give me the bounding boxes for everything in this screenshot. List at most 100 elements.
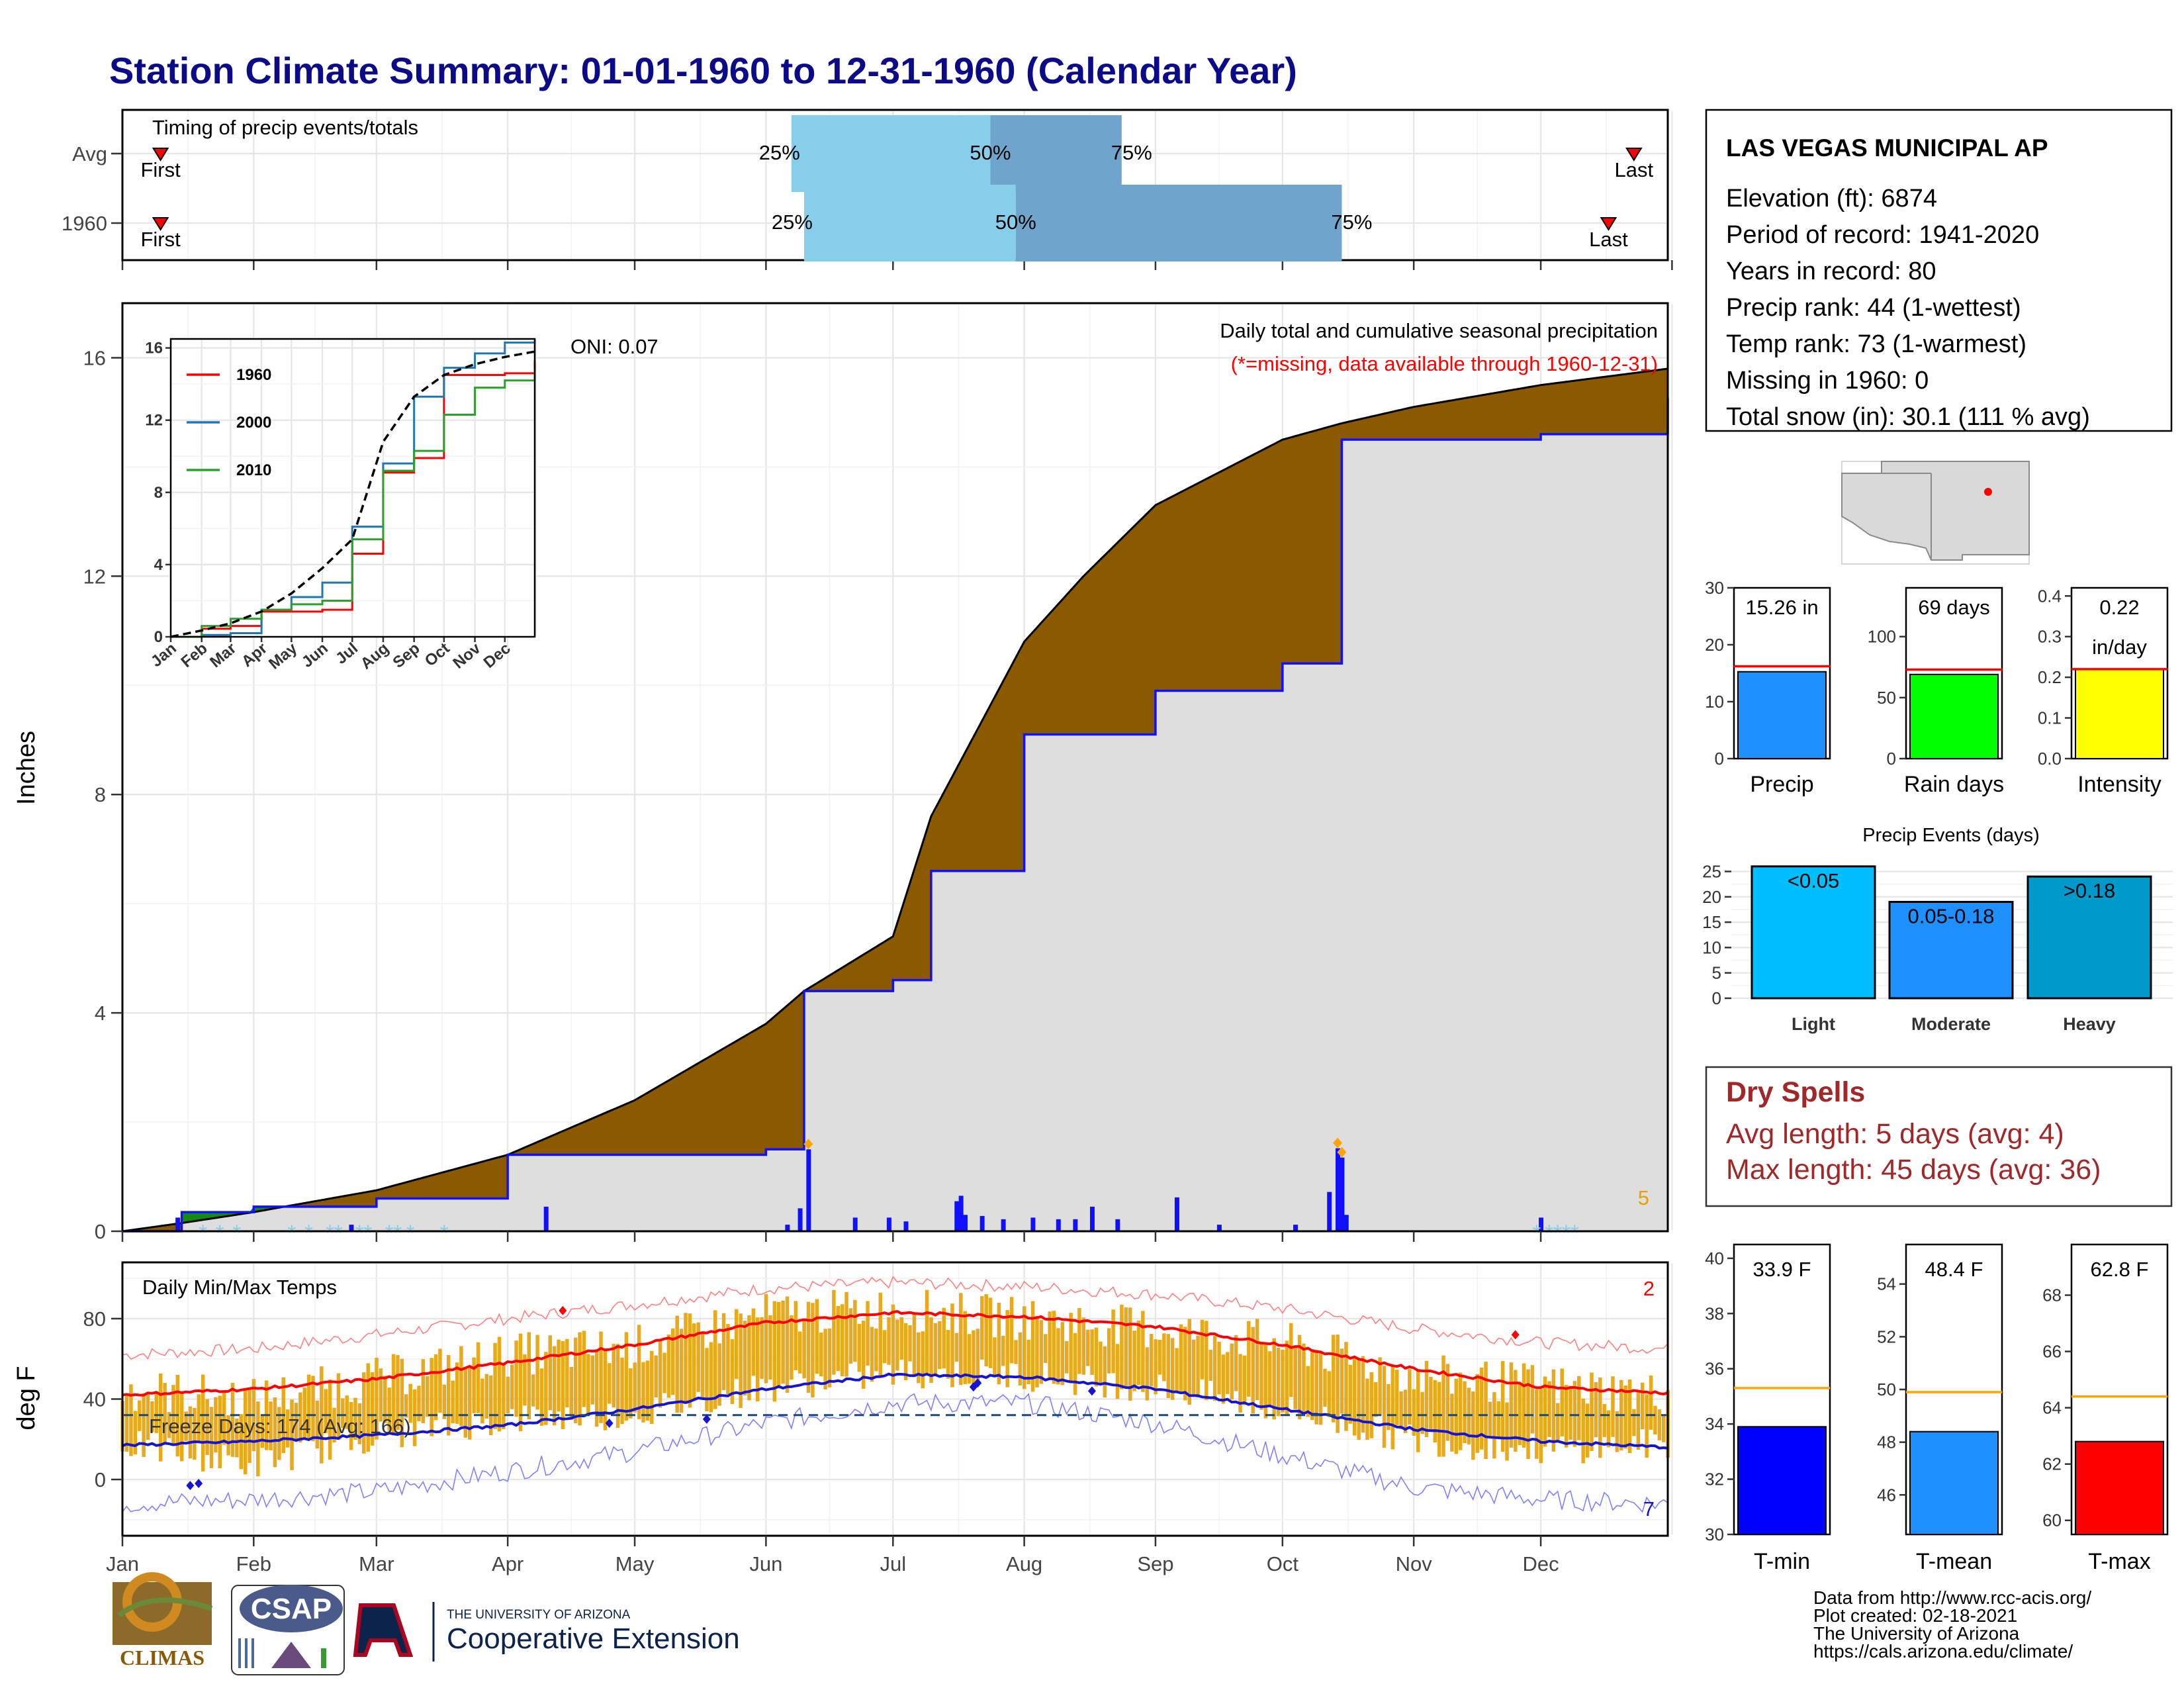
daily-temp-range-bar bbox=[506, 1376, 510, 1414]
rain-days-summary-value-label: 69 days bbox=[1918, 596, 1990, 619]
daily-temp-range-bar bbox=[412, 1389, 417, 1446]
precip-summary-tick-label: 20 bbox=[1705, 635, 1724, 655]
daily-temp-range-bar bbox=[1645, 1394, 1649, 1458]
daily-temp-range-bar bbox=[620, 1357, 624, 1425]
daily-temp-range-bar bbox=[1556, 1403, 1560, 1442]
daily-temp-range-bar bbox=[226, 1415, 230, 1456]
daily-temp-range-bar bbox=[1577, 1376, 1581, 1440]
daily-temp-range-bar bbox=[497, 1336, 502, 1432]
daily-temp-range-bar bbox=[608, 1363, 612, 1404]
daily-precip-bar bbox=[954, 1201, 960, 1231]
precip-summary-tick-label: 10 bbox=[1705, 692, 1724, 712]
footer-credits: Data from http://www.rcc-acis.org/ Plot … bbox=[1813, 1587, 2091, 1662]
temp-panel-title: Daily Min/Max Temps bbox=[142, 1276, 337, 1299]
daily-temp-range-bar bbox=[882, 1330, 887, 1364]
timing-1960-first-marker bbox=[152, 217, 169, 231]
location-map bbox=[1841, 461, 2030, 565]
daily-temp-range-bar bbox=[1018, 1332, 1023, 1385]
daily-temp-range-bar bbox=[362, 1372, 366, 1454]
daily-temp-range-bar bbox=[1052, 1311, 1056, 1384]
precip-event-category-label: Heavy bbox=[2063, 1014, 2116, 1034]
precip-panel-header: Daily total and cumulative seasonal prec… bbox=[1220, 319, 1658, 342]
daily-temp-range-bar bbox=[840, 1304, 844, 1377]
record-precip-marker bbox=[1337, 1147, 1347, 1158]
daily-temp-range-bar bbox=[430, 1358, 433, 1436]
station-info-box: LAS VEGAS MUNICIPAL AP Elevation (ft): 6… bbox=[1705, 109, 2173, 432]
freeze-days-label: Freeze Days: 174 (Avg: 166) bbox=[149, 1415, 411, 1438]
daily-temp-range-bar bbox=[535, 1335, 539, 1410]
daily-temp-range-bar bbox=[1408, 1369, 1412, 1425]
snow-day-marker: * bbox=[363, 1221, 372, 1246]
daily-temp-range-bar bbox=[684, 1313, 688, 1405]
daily-temp-range-bar bbox=[586, 1354, 590, 1415]
daily-temp-range-bar bbox=[1551, 1369, 1556, 1452]
tmean-summary-value-label: 48.4 F bbox=[1925, 1258, 1983, 1281]
daily-temp-range-bar bbox=[565, 1338, 569, 1408]
daily-temp-range-bar bbox=[887, 1317, 891, 1365]
daily-temp-range-bar bbox=[629, 1368, 633, 1419]
inset-series-line bbox=[171, 367, 536, 638]
daily-temp-range-bar bbox=[311, 1376, 315, 1442]
precip-event-bar-label: <0.05 bbox=[1788, 869, 1839, 892]
intensity-summary-tick-label: 0.4 bbox=[2038, 586, 2062, 606]
tmax-summary-tick-label: 66 bbox=[2042, 1342, 2062, 1362]
daily-temp-range-bar bbox=[404, 1394, 408, 1418]
daily-precip-bar bbox=[1056, 1219, 1061, 1231]
daily-temp-range-bar bbox=[569, 1366, 574, 1420]
daily-temp-range-bar bbox=[692, 1323, 696, 1400]
daily-temp-range-bar bbox=[408, 1383, 412, 1423]
month-tick-label: Mar bbox=[359, 1552, 394, 1575]
normal-max-line bbox=[122, 1309, 1668, 1397]
precip-event-bar bbox=[1751, 865, 1876, 1000]
daily-temp-range-bar bbox=[811, 1303, 815, 1397]
timing-1960-q25-label: 25% bbox=[772, 211, 813, 234]
daily-temp-range-bar bbox=[1429, 1376, 1433, 1431]
daily-temp-range-bar bbox=[1162, 1333, 1166, 1382]
daily-temp-range-bar bbox=[917, 1332, 921, 1383]
daily-temp-range-bar bbox=[1471, 1391, 1475, 1460]
daily-temp-range-bar bbox=[1500, 1361, 1505, 1452]
daily-temp-range-bar bbox=[950, 1303, 954, 1387]
daily-temp-range-bar bbox=[1085, 1329, 1090, 1366]
daily-precip-bar bbox=[963, 1215, 968, 1231]
daily-precip-bar bbox=[1327, 1192, 1332, 1231]
daily-temp-range-bar bbox=[1353, 1356, 1357, 1436]
daily-temp-range-bar bbox=[933, 1323, 938, 1376]
daily-temp-range-bar bbox=[357, 1403, 362, 1444]
timing-1960-q25-q50-bar bbox=[803, 185, 1016, 261]
daily-temp-range-bar bbox=[1399, 1391, 1403, 1430]
daily-temp-range-bar bbox=[1492, 1392, 1496, 1459]
daily-temp-range-bar bbox=[578, 1332, 582, 1426]
daily-temp-range-bar bbox=[235, 1419, 239, 1458]
daily-temp-range-bar bbox=[806, 1301, 811, 1393]
inset-x-tick-label: Oct bbox=[422, 639, 453, 670]
daily-temp-range-bar bbox=[1496, 1401, 1501, 1437]
daily-temp-range-bar bbox=[1403, 1389, 1408, 1433]
daily-temp-range-bar bbox=[493, 1342, 497, 1429]
daily-temp-range-bar bbox=[1205, 1321, 1208, 1401]
daily-temp-range-bar bbox=[721, 1313, 726, 1391]
daily-precip-bar bbox=[785, 1225, 790, 1231]
daily-temp-range-bar bbox=[527, 1332, 531, 1420]
daily-temp-range-bar bbox=[735, 1309, 739, 1380]
daily-temp-range-bar bbox=[976, 1329, 980, 1382]
tmax-summary-bar bbox=[2075, 1440, 2164, 1536]
daily-temp-range-bar bbox=[1390, 1366, 1395, 1450]
inset-x-tick-label: Jun bbox=[298, 639, 332, 671]
daily-temp-range-bar bbox=[1636, 1389, 1641, 1450]
tmin-summary-tick-label: 32 bbox=[1705, 1470, 1724, 1489]
daily-temp-range-bar bbox=[1154, 1339, 1158, 1395]
tmax-summary-value-label: 62.8 F bbox=[2091, 1258, 2149, 1281]
precip-event-tick-label: 25 bbox=[1702, 861, 1721, 881]
daily-precip-bar bbox=[1115, 1219, 1120, 1231]
daily-temp-range-bar bbox=[836, 1305, 841, 1372]
daily-temp-range-bar bbox=[1424, 1360, 1429, 1438]
dry-spells-title: Dry Spells bbox=[1726, 1076, 1865, 1108]
timing-1960-q75-label: 75% bbox=[1331, 211, 1372, 234]
daily-temp-range-bar bbox=[557, 1339, 561, 1412]
timing-avg-q25-q50-bar bbox=[791, 115, 991, 192]
intensity-summary-value-label: 0.22 bbox=[2099, 596, 2139, 619]
daily-temp-range-bar bbox=[243, 1389, 248, 1475]
daily-temp-range-bar bbox=[1044, 1334, 1048, 1363]
daily-temp-range-bar bbox=[290, 1399, 294, 1470]
